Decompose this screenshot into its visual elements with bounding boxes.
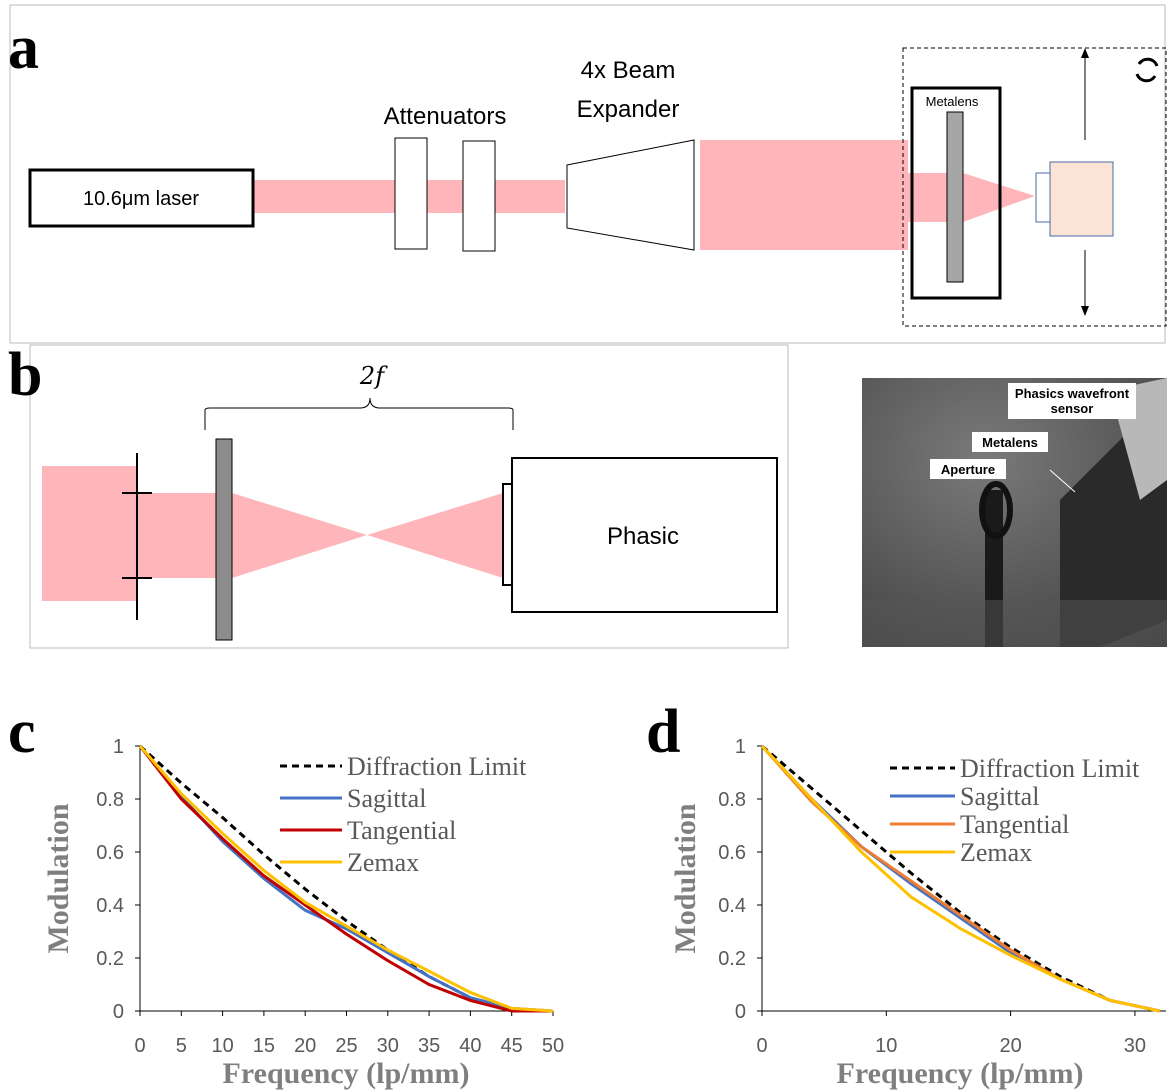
legend-label: Diffraction Limit: [347, 752, 527, 781]
y-tick-label: 0.4: [96, 895, 124, 917]
photo-label: Phasics wavefront: [1015, 386, 1130, 401]
distance-label: 2f: [359, 362, 388, 390]
brace: [204, 397, 514, 430]
photo-tag: [1008, 383, 1136, 419]
x-tick-label: 15: [253, 1035, 275, 1057]
x-tick-label: 40: [459, 1035, 481, 1057]
photo-tag: [972, 432, 1048, 452]
legend-label: Sagittal: [347, 784, 426, 813]
x-tick-label: 20: [999, 1035, 1021, 1057]
arrow-head: [1081, 48, 1089, 58]
x-tick-label: 50: [542, 1035, 564, 1057]
expander-label: 4x Beam: [581, 57, 676, 84]
y-tick-label: 0.2: [718, 948, 746, 970]
attenuators-label: Attenuators: [384, 103, 507, 130]
photo-table: [862, 600, 1167, 647]
camera-front: [1035, 172, 1051, 223]
x-tick-label: 0: [134, 1035, 145, 1057]
photo-aperture: [979, 481, 1013, 539]
x-tick-label: 30: [1124, 1035, 1146, 1057]
x-tick-label: 30: [377, 1035, 399, 1057]
panel-label: a: [8, 14, 39, 82]
y-tick-label: 0: [113, 1001, 124, 1023]
attenuator: [394, 137, 428, 250]
metalens: [946, 111, 964, 283]
series-line: [760, 744, 1161, 1013]
panel-frame: [9, 4, 1166, 344]
attenuator: [462, 140, 496, 252]
beam-expander: [566, 139, 695, 251]
metalens: [215, 438, 233, 641]
camera: [1049, 161, 1114, 237]
y-axis-title: Modulation: [42, 803, 75, 953]
beam-diverge: [367, 493, 503, 578]
beam-focus: [232, 493, 367, 578]
panel-label: b: [8, 341, 42, 409]
y-tick-label: 0.2: [96, 948, 124, 970]
legend-label: Sagittal: [960, 782, 1039, 811]
photo-label: Metalens: [982, 435, 1038, 450]
beam: [42, 466, 137, 601]
expander-label: Expander: [577, 96, 680, 123]
y-tick-label: 1: [735, 736, 746, 758]
x-tick-label: 10: [211, 1035, 233, 1057]
x-tick-label: 5: [176, 1035, 187, 1057]
sensor-aperture: [502, 483, 513, 586]
stage-box: [902, 47, 1167, 327]
series-line: [138, 745, 554, 1013]
beam: [137, 493, 216, 578]
metalens-box: [910, 86, 1002, 300]
detector: [511, 457, 778, 613]
beam: [700, 140, 908, 250]
series-line: [138, 744, 554, 1013]
legend-label: Tangential: [960, 810, 1069, 839]
panel-label: c: [8, 698, 36, 766]
panel-label: d: [646, 698, 680, 766]
x-tick-label: 25: [335, 1035, 357, 1057]
y-tick-label: 0.6: [96, 842, 124, 864]
x-tick-label: 0: [756, 1035, 767, 1057]
y-axis-title: Modulation: [669, 803, 702, 953]
x-tick-label: 20: [294, 1035, 316, 1057]
x-axis-title: Frequency (lp/mm): [223, 1057, 470, 1090]
y-tick-label: 0.6: [718, 842, 746, 864]
photo-label: sensor: [1051, 401, 1094, 416]
laser-box: [28, 168, 255, 228]
photo-tag: [930, 459, 1006, 479]
legend-label: Diffraction Limit: [960, 754, 1140, 783]
y-tick-label: 1: [113, 736, 124, 758]
x-tick-label: 45: [501, 1035, 523, 1057]
beam: [908, 173, 948, 222]
arrow-head: [1081, 306, 1089, 316]
series-line: [138, 745, 553, 1013]
metalens-label: Metalens: [926, 94, 979, 109]
x-axis-title: Frequency (lp/mm): [837, 1057, 1084, 1090]
legend-label: Zemax: [960, 838, 1032, 867]
y-tick-label: 0.4: [718, 895, 746, 917]
y-tick-label: 0.8: [718, 789, 746, 811]
photo-label: Aperture: [941, 462, 995, 477]
y-tick-label: 0.8: [96, 789, 124, 811]
legend-label: Zemax: [347, 848, 419, 877]
x-tick-label: 10: [875, 1035, 897, 1057]
photo-pointer: [1049, 469, 1076, 493]
panel-frame: [29, 344, 789, 649]
laser-label: 10.6μm laser: [83, 188, 199, 210]
x-tick-label: 35: [418, 1035, 440, 1057]
y-tick-label: 0: [735, 1001, 746, 1023]
rotate-icon: [1135, 57, 1159, 83]
legend-label: Tangential: [347, 816, 456, 845]
detector-label: Phasic: [607, 523, 679, 550]
